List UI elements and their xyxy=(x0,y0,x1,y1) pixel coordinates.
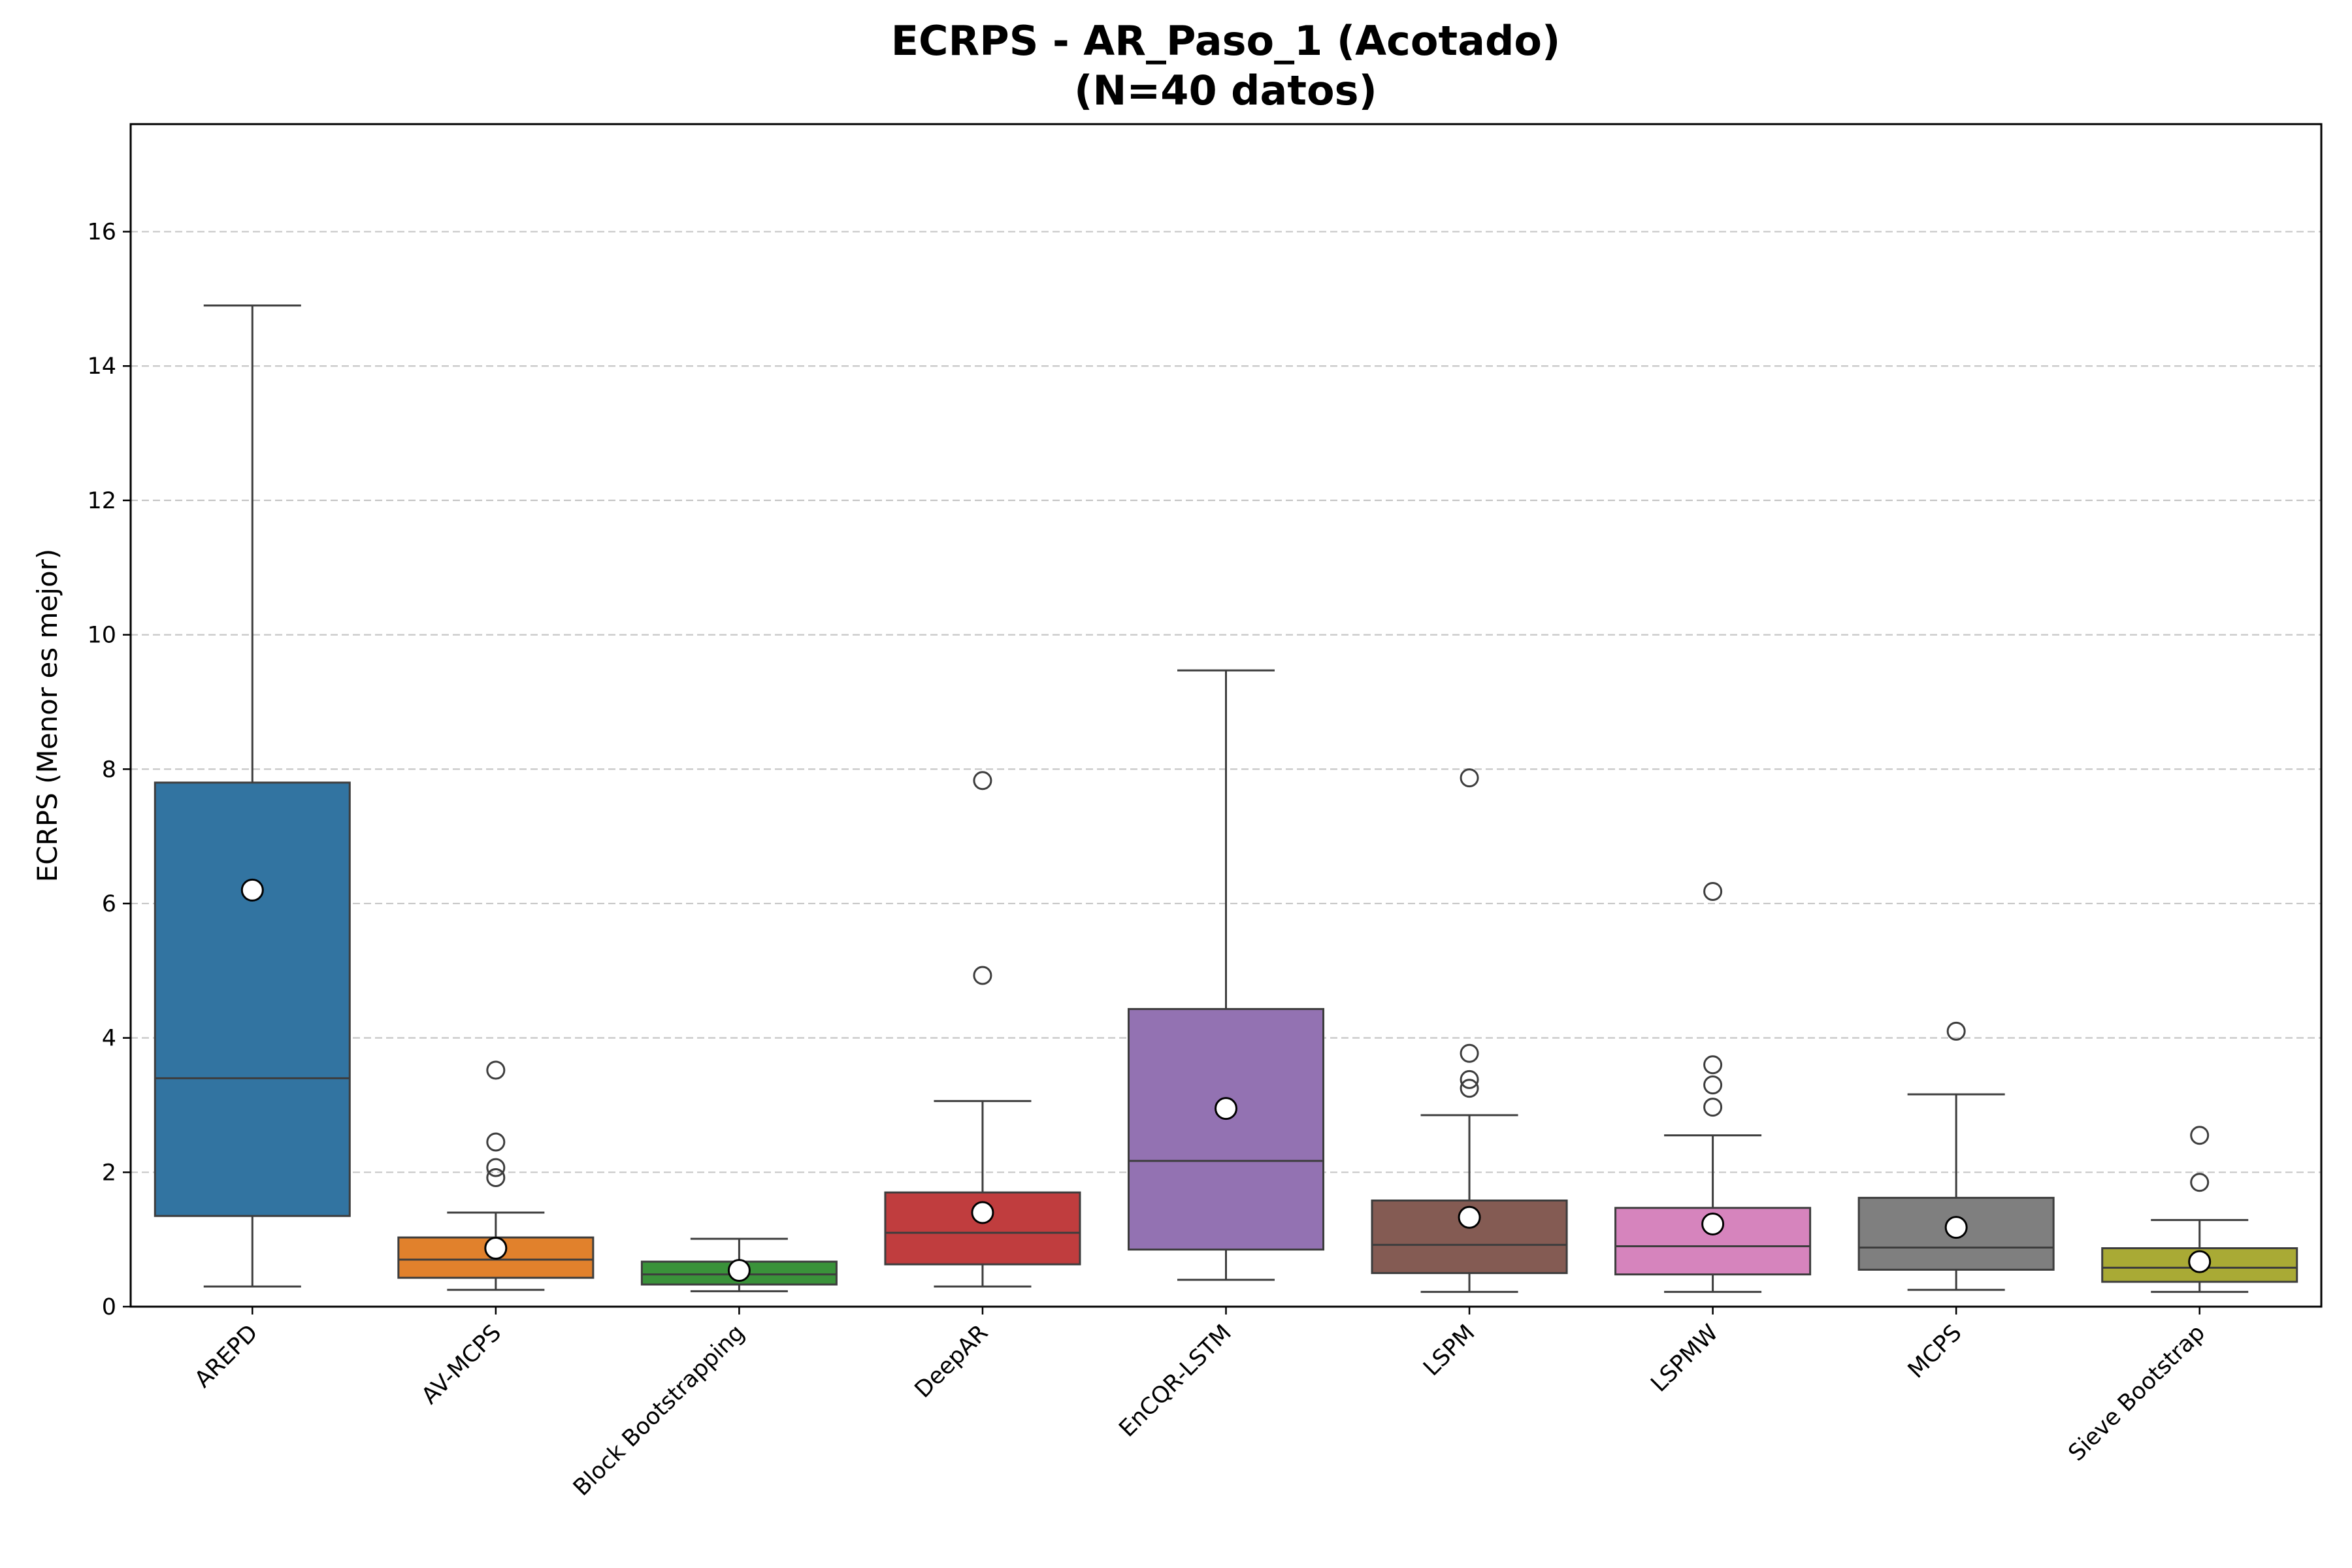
outlier-point xyxy=(1703,881,1723,901)
y-tick-label: 14 xyxy=(87,353,116,380)
y-axis-label: ECRPS (Menor es mejor) xyxy=(31,549,63,883)
x-tick-label: AV-MCPS xyxy=(417,1320,506,1409)
x-tick-label: DeepAR xyxy=(910,1320,994,1403)
box-group xyxy=(1857,1021,2055,1291)
outlier-point xyxy=(486,1060,506,1080)
x-axis-ticks: AREPD AV-MCPS Block Bootstrapping DeepAR EnC… xyxy=(190,1307,2210,1501)
box-group xyxy=(1371,768,1568,1293)
x-tick-label: Block Bootstrapping xyxy=(568,1320,750,1501)
mean-marker xyxy=(2188,1250,2212,1273)
outlier-point xyxy=(1703,1075,1723,1095)
outlier-point xyxy=(2190,1126,2210,1145)
y-tick-label: 4 xyxy=(102,1026,116,1052)
y-tick-label: 2 xyxy=(102,1160,116,1186)
outlier-point xyxy=(486,1168,506,1188)
box-group xyxy=(154,304,351,1288)
box-series xyxy=(154,304,2298,1293)
x-tick-label: LSPMW xyxy=(1646,1320,1723,1397)
mean-marker xyxy=(484,1237,508,1260)
x-tick-label: MCPS xyxy=(1903,1320,1967,1384)
iqr-box xyxy=(154,781,351,1217)
outlier-point xyxy=(1460,1070,1479,1089)
mean-marker xyxy=(1701,1213,1725,1236)
outlier-point xyxy=(2190,1173,2210,1192)
mean-marker xyxy=(727,1258,751,1282)
chart-title: ECRPS - AR_Paso_1 (Acotado) xyxy=(891,17,1561,65)
y-tick-label: 12 xyxy=(87,488,116,514)
mean-marker xyxy=(1944,1216,1968,1239)
y-tick-label: 0 xyxy=(102,1294,116,1320)
box-group xyxy=(2101,1126,2298,1293)
x-tick-label: AREPD xyxy=(190,1320,263,1393)
box-group xyxy=(640,1237,838,1292)
outlier-point xyxy=(973,771,992,791)
mean-marker xyxy=(1458,1205,1481,1229)
box-group xyxy=(1127,669,1325,1281)
box-group xyxy=(1614,881,1812,1293)
y-tick-label: 8 xyxy=(102,757,116,783)
chart-subtitle: (N=40 datos) xyxy=(1074,67,1377,114)
iqr-box xyxy=(884,1191,1081,1266)
outlier-point xyxy=(1460,1043,1479,1063)
outlier-point xyxy=(1703,1098,1723,1117)
x-tick-label: LSPM xyxy=(1418,1320,1480,1381)
x-tick-label: EnCQR-LSTM xyxy=(1114,1320,1236,1442)
outlier-point xyxy=(1946,1021,1966,1041)
y-axis-ticks: 0 2 4 6 8 10 12 14 16 xyxy=(87,220,131,1320)
x-tick-label: Sieve Bootstrap xyxy=(2064,1320,2210,1466)
y-tick-label: 10 xyxy=(87,623,116,649)
outlier-point xyxy=(973,966,992,985)
box-group xyxy=(884,771,1081,1288)
iqr-box xyxy=(1127,1007,1325,1251)
outlier-point xyxy=(1460,1079,1479,1098)
outlier-point xyxy=(486,1132,506,1152)
y-tick-label: 6 xyxy=(102,891,116,917)
y-tick-label: 16 xyxy=(87,220,116,246)
mean-marker xyxy=(1215,1097,1237,1120)
box-group xyxy=(397,1060,595,1291)
outlier-point xyxy=(486,1158,506,1177)
mean-marker xyxy=(240,878,264,902)
mean-marker xyxy=(971,1201,994,1224)
outlier-point xyxy=(1460,768,1479,788)
outlier-point xyxy=(1703,1055,1723,1075)
